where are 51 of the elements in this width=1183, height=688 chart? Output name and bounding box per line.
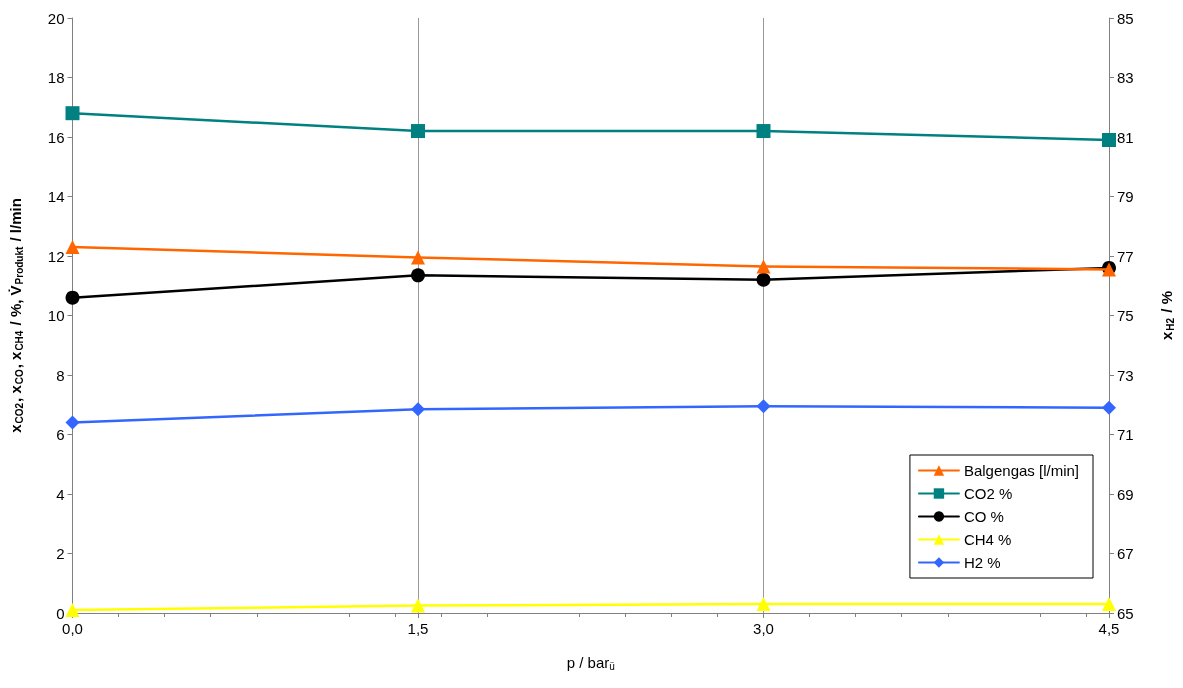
y2-tick-label: 69	[1117, 485, 1134, 503]
point	[411, 268, 425, 283]
legend-label: CO2 %	[963, 485, 1013, 502]
point	[65, 240, 80, 255]
y2-tick-label: 83	[1117, 69, 1134, 86]
y-tick-label: 10	[47, 307, 65, 324]
point	[1102, 132, 1116, 147]
x-tick-label: 0,0	[62, 620, 83, 637]
y2-axis-title: xH2 / %	[1157, 291, 1176, 340]
point	[65, 290, 80, 305]
x-tick-label: 1,5	[407, 620, 429, 637]
y2-tick-label: 67	[1117, 545, 1134, 562]
legend-label: CH4 %	[963, 531, 1012, 548]
y-tick-label: 14	[47, 188, 65, 205]
y2-tick-label: 79	[1117, 188, 1134, 205]
point	[756, 272, 771, 287]
point	[1102, 597, 1116, 612]
y2-tick-label: 65	[1117, 604, 1134, 622]
point	[65, 603, 80, 618]
y2-tick-label: 73	[1117, 366, 1134, 384]
legend-label: Balgengas [l/min]	[963, 462, 1080, 479]
point	[411, 124, 425, 139]
y-tick-label: 2	[56, 545, 65, 562]
y-tick-label: 6	[56, 426, 65, 443]
point	[756, 399, 771, 414]
x-tick-label: 3,0	[753, 620, 774, 637]
legend-label: CO %	[963, 508, 1004, 525]
y-tick-label: 8	[56, 366, 65, 384]
point	[756, 259, 771, 274]
point	[65, 106, 80, 121]
text: xCO2, xCO, xCH4 / %, V̇Produkt / l/min	[7, 198, 25, 433]
y-tick-label: 0	[56, 604, 65, 622]
y-tick-label: 16	[47, 128, 65, 146]
point	[756, 124, 771, 139]
y-tick-label: 18	[47, 69, 65, 86]
y-tick-label: 20	[47, 9, 65, 27]
y2-tick-label: 71	[1117, 426, 1134, 443]
point	[756, 597, 771, 612]
y2-tick-label: 75	[1117, 307, 1134, 324]
y2-tick-label: 85	[1117, 9, 1134, 27]
legend-label: H2 %	[963, 554, 1001, 571]
x-tick-label: 4,5	[1098, 620, 1120, 637]
y2-tick-label: 77	[1117, 247, 1134, 265]
y-tick-label: 4	[56, 485, 65, 503]
y2-tick-label: 81	[1117, 128, 1134, 146]
point	[411, 402, 425, 417]
point	[411, 250, 425, 265]
point	[1102, 400, 1116, 415]
point	[411, 598, 425, 613]
y-tick-label: 12	[47, 247, 65, 265]
point	[65, 415, 80, 430]
